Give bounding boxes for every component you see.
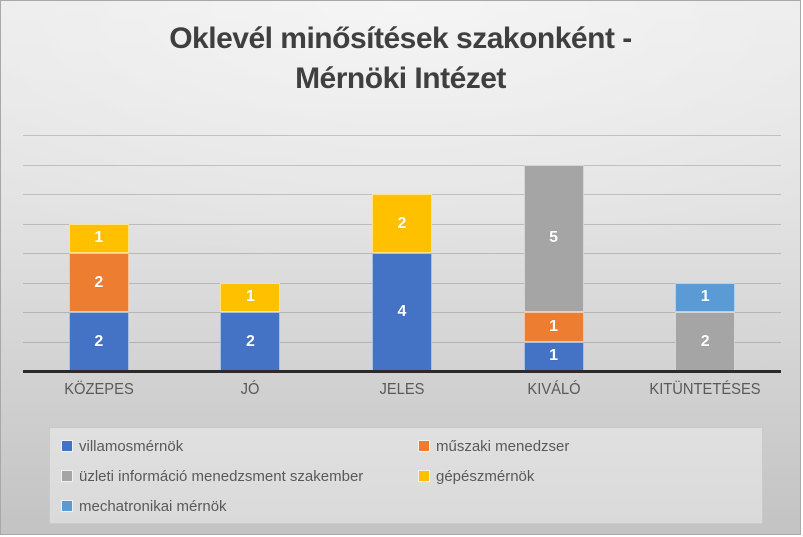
bar-segment-1-cat-0: 2 <box>68 253 129 312</box>
legend-label: gépészmérnök <box>436 467 535 485</box>
chart-title-line-1: Oklevél minősítések szakonként - <box>169 22 632 55</box>
data-label: 2 <box>397 214 407 232</box>
legend-item-villamosmernok: villamosmérnök <box>61 437 419 455</box>
x-axis-label: KIVÁLÓ <box>527 381 581 398</box>
data-label: 2 <box>94 332 104 350</box>
legend-item-gepeszmernok: gépészmérnök <box>418 467 762 485</box>
x-axis-label: KITÜNTETÉSES <box>649 381 761 398</box>
bar-segment-0-cat-3: 1 <box>523 341 584 371</box>
data-label: 1 <box>245 288 255 306</box>
x-axis-labels: KÖZEPES JÓ JELES KIVÁLÓ KITÜNTETÉSES <box>23 381 781 401</box>
bar-segment-3-cat-2: 2 <box>372 194 432 253</box>
x-axis-line <box>23 370 781 373</box>
legend-item-mechatronikai-mernok: mechatronikai mérnök <box>61 497 419 515</box>
data-label: 2 <box>245 332 255 350</box>
chart-title: Oklevél minősítések szakonként - Mérnöki… <box>1 19 800 99</box>
chart-title-line-2: Mérnöki Intézet <box>295 62 506 95</box>
bar-segment-2-cat-4: 2 <box>675 312 736 371</box>
legend-label: műszaki menedzser <box>436 437 570 455</box>
x-axis-label: JÓ <box>240 381 260 398</box>
gridline <box>23 135 781 136</box>
legend: villamosmérnök műszaki menedzser üzleti … <box>49 427 763 524</box>
data-label: 1 <box>700 288 710 306</box>
data-label: 1 <box>549 347 559 365</box>
bar-segment-1-cat-3: 1 <box>523 312 584 342</box>
bar-segment-0-cat-2: 4 <box>372 253 432 371</box>
data-label: 2 <box>94 273 104 291</box>
data-label: 2 <box>700 332 710 350</box>
x-axis-label: KÖZEPES <box>64 381 134 398</box>
legend-label: villamosmérnök <box>79 437 184 455</box>
legend-swatch-icon <box>418 470 430 482</box>
legend-swatch-icon <box>61 500 73 512</box>
data-label: 1 <box>94 229 104 247</box>
bar-segment-0-cat-1: 2 <box>220 312 281 371</box>
legend-label: mechatronikai mérnök <box>79 497 227 515</box>
legend-item-uzleti-informacio: üzleti információ menedzsment szakember <box>61 467 419 485</box>
legend-swatch-icon <box>61 440 73 452</box>
legend-swatch-icon <box>61 470 73 482</box>
data-label: 4 <box>397 303 407 320</box>
gridline <box>23 164 781 166</box>
data-label: 1 <box>549 317 559 335</box>
bar-segment-4-cat-4: 1 <box>675 282 736 312</box>
bar-segment-2-cat-3: 5 <box>523 164 584 312</box>
plot-area: 2 2 1 2 1 4 2 1 1 5 2 1 <box>23 121 781 373</box>
bar-segment-3-cat-0: 1 <box>68 223 129 253</box>
bar-segment-0-cat-0: 2 <box>68 312 129 371</box>
data-label: 5 <box>549 229 559 247</box>
x-axis-label: JELES <box>379 381 425 398</box>
legend-label: üzleti információ menedzsment szakember <box>79 467 364 485</box>
legend-swatch-icon <box>418 440 430 452</box>
legend-item-muszaki-menedzser: műszaki menedzser <box>418 437 762 455</box>
bar-segment-3-cat-1: 1 <box>220 282 281 312</box>
